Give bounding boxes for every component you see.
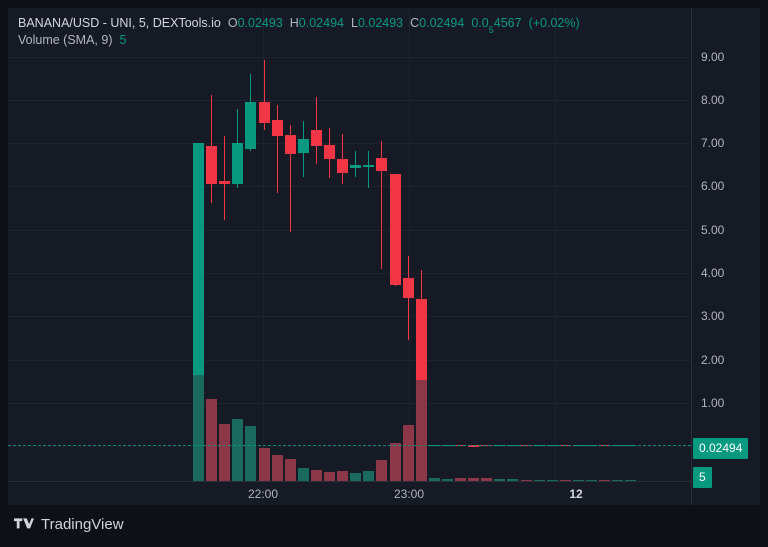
volume-bar [455, 477, 466, 481]
chart-footer: TradingView [0, 505, 768, 547]
price-axis[interactable]: 9.00 8.00 7.00 6.00 5.00 4.00 3.00 2.00 1.00 0.02… [691, 8, 760, 505]
candle-wick [342, 134, 343, 184]
chart-plot-area[interactable] [8, 8, 691, 481]
volume-bar [272, 454, 283, 481]
volume-bar [507, 479, 518, 481]
volume-bar [612, 480, 623, 481]
grid-line-horizontal [8, 316, 691, 317]
price-axis-tick: 5.00 [701, 223, 725, 237]
volume-bar [416, 379, 427, 481]
volume-bar [337, 471, 348, 481]
price-axis-tick: 7.00 [701, 136, 725, 150]
price-axis-tick: 4.00 [701, 266, 725, 280]
volume-bar [193, 375, 204, 481]
candle-wick [277, 104, 278, 193]
grid-line-horizontal [8, 230, 691, 231]
candle-body [416, 298, 427, 444]
candle-body [403, 277, 414, 298]
candle-wick [408, 256, 409, 340]
candle-wick [290, 125, 291, 232]
time-axis-tick: 23:00 [393, 487, 425, 501]
volume-bar [232, 419, 243, 481]
volume-bar [311, 470, 322, 481]
chart-frame: BANANA/USD - UNI, 5, DEXTools.io O 0.0249… [8, 8, 760, 505]
volume-bar [324, 472, 335, 481]
candle-body [337, 159, 348, 174]
volume-bar [521, 479, 532, 481]
volume-bar [245, 426, 256, 481]
volume-bar [547, 480, 558, 481]
volume-value-badge[interactable]: 5 [693, 467, 712, 488]
time-axis-tick: 12 [569, 487, 583, 501]
tradingview-logo[interactable]: TradingView [14, 517, 124, 532]
volume-bar [599, 480, 610, 481]
price-axis-tick: 3.00 [701, 309, 725, 323]
candle-body [350, 165, 361, 168]
volume-bar [586, 480, 597, 481]
candle-body [206, 146, 217, 184]
volume-bar [390, 442, 401, 481]
candle-body [390, 173, 401, 285]
grid-line-horizontal [8, 360, 691, 361]
volume-bar [468, 478, 479, 481]
candle-body [259, 101, 270, 124]
candle-body [193, 142, 204, 405]
volume-bar [363, 471, 374, 481]
grid-line-horizontal [8, 143, 691, 144]
candle-body [311, 129, 322, 147]
volume-bar [259, 448, 270, 481]
tradingview-logo-icon [14, 517, 34, 528]
price-axis-tick: 1.00 [701, 396, 725, 410]
volume-bar [206, 398, 217, 481]
candle-wick [355, 151, 356, 177]
candle-body [272, 120, 283, 137]
volume-bar [573, 480, 584, 481]
time-axis-tick: 22:00 [247, 487, 279, 501]
last-price-badge[interactable]: 0.02494 [693, 438, 749, 459]
candle-wick [224, 136, 225, 220]
volume-bar [376, 460, 387, 481]
candle-body [324, 144, 335, 160]
candle-wick [381, 140, 382, 270]
volume-bar [534, 480, 545, 481]
candle-wick [368, 150, 369, 189]
volume-bar [350, 473, 361, 481]
volume-bar [285, 459, 296, 481]
grid-line-horizontal [8, 273, 691, 274]
candle-wick [264, 59, 265, 130]
price-axis-tick: 8.00 [701, 93, 725, 107]
candle-body [219, 180, 230, 184]
grid-line-horizontal [8, 186, 691, 187]
grid-line-vertical [555, 8, 556, 481]
candle-body [245, 101, 256, 150]
volume-bar [219, 423, 230, 481]
grid-line-horizontal [8, 57, 691, 58]
last-price-line [8, 445, 691, 446]
candle-body [285, 134, 296, 154]
volume-bar [625, 480, 636, 481]
volume-bar [403, 424, 414, 481]
tradingview-wordmark: TradingView [41, 516, 124, 533]
volume-bar [442, 478, 453, 481]
volume-bar [494, 478, 505, 481]
volume-bar [560, 480, 571, 481]
price-axis-tick: 2.00 [701, 353, 725, 367]
time-axis[interactable]: 22:00 23:00 12 [8, 481, 691, 505]
grid-line-vertical [263, 8, 264, 481]
volume-bar [429, 477, 440, 481]
grid-line-horizontal [8, 446, 691, 447]
volume-bar [298, 467, 309, 481]
candle-body [376, 157, 387, 171]
candle-body [363, 165, 374, 167]
grid-line-horizontal [8, 100, 691, 101]
grid-line-vertical [409, 8, 410, 481]
candle-body [298, 139, 309, 154]
volume-bar [481, 478, 492, 481]
candle-body [232, 142, 243, 184]
price-axis-tick: 6.00 [701, 179, 725, 193]
price-axis-tick: 9.00 [701, 50, 725, 64]
grid-line-horizontal [8, 403, 691, 404]
